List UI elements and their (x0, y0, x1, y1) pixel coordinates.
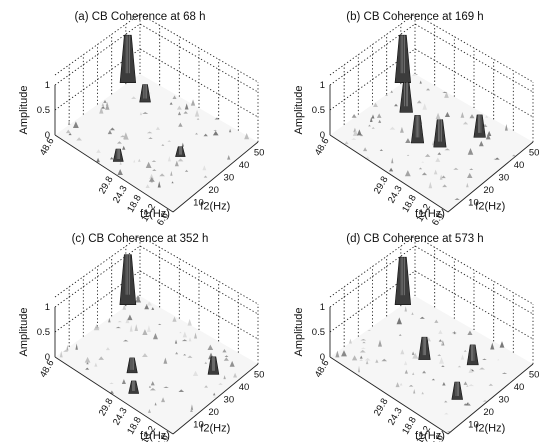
f1-axis-line (329, 356, 449, 435)
f2-tick-label: 20 (208, 407, 219, 418)
z-tick-label: 0.5 (312, 105, 325, 116)
f1-axis-line (54, 134, 174, 213)
f2-tick-label: 40 (514, 160, 525, 171)
z-tick-label: 0 (45, 130, 50, 141)
box-grid (54, 13, 259, 142)
f2-tick-label: 20 (483, 407, 494, 418)
z-tick-label: 0.5 (37, 327, 50, 338)
f2-axis-label: f2(Hz) (200, 422, 230, 434)
f2-axis-line (172, 363, 259, 435)
z-tick-label: 1 (320, 302, 325, 313)
f2-tick-label: 20 (483, 185, 494, 196)
surface-floor (55, 74, 258, 212)
coherence-panel-2: (b) CB Coherence at 169 h00.51Amplitude4… (293, 11, 539, 228)
surface-floor (330, 74, 533, 212)
surface-floor (330, 296, 533, 434)
z-tick-label: 0 (45, 352, 50, 363)
f2-tick-label: 50 (529, 148, 540, 159)
f1-tick-label: 6.6 (155, 433, 171, 442)
f2-tick-label: 10 (193, 198, 204, 209)
z-axis-label: Amplitude (293, 86, 305, 135)
z-axis-label: Amplitude (18, 86, 30, 135)
surface-texture (59, 295, 238, 413)
f1-axis-line (54, 356, 174, 435)
f2-tick-label: 40 (239, 382, 250, 393)
z-tick-label: 0 (320, 130, 325, 141)
f2-tick-label: 10 (468, 198, 479, 209)
f2-tick-label: 30 (224, 173, 235, 184)
f2-tick-label: 40 (514, 382, 525, 393)
surface-texture (335, 306, 508, 433)
coherence-panel-4: (d) CB Coherence at 573 h00.51Amplitude4… (293, 233, 539, 442)
coherence-panel-1: (a) CB Coherence at 68 h00.51Amplitude48… (18, 11, 264, 228)
box-grid (329, 235, 534, 364)
f1-tick-label: 48.6 (38, 136, 57, 158)
z-axis-label: Amplitude (18, 308, 30, 357)
f2-axis-line (447, 363, 534, 435)
f1-tick-label: 29.8 (97, 175, 116, 197)
f2-tick-label: 50 (254, 148, 265, 159)
f2-tick-label: 30 (499, 395, 510, 406)
z-tick-label: 1 (320, 80, 325, 91)
f2-axis-label: f2(Hz) (475, 422, 505, 434)
f1-tick-label: 48.6 (38, 358, 57, 380)
f2-axis-label: f2(Hz) (200, 200, 230, 212)
z-tick-label: 0.5 (312, 327, 325, 338)
f1-axis-label: f1(Hz) (140, 430, 170, 442)
f1-tick-label: 6.6 (430, 433, 446, 442)
f1-tick-label: 24.3 (386, 406, 405, 428)
f1-tick-label: 24.3 (386, 184, 405, 206)
box-grid (329, 13, 534, 142)
f1-axis-label: f1(Hz) (415, 430, 445, 442)
f2-tick-label: 30 (224, 395, 235, 406)
z-tick-label: 1 (45, 302, 50, 313)
z-tick-label: 1 (45, 80, 50, 91)
f1-tick-label: 29.8 (372, 175, 391, 197)
f1-axis-line (329, 134, 449, 213)
f2-tick-label: 50 (529, 370, 540, 381)
surface-texture (65, 92, 250, 188)
f2-axis-line (447, 141, 534, 213)
z-tick-label: 0 (320, 352, 325, 363)
coherence-panel-3: (c) CB Coherence at 352 h00.51Amplitude4… (18, 233, 264, 442)
f2-axis-label: f2(Hz) (475, 200, 505, 212)
surface-floor (55, 296, 258, 434)
f1-axis-label: f1(Hz) (140, 208, 170, 220)
f1-tick-label: 48.6 (313, 358, 332, 380)
f2-tick-label: 40 (239, 160, 250, 171)
f1-tick-label: 29.8 (372, 397, 391, 419)
f1-tick-label: 24.3 (111, 184, 130, 206)
f1-tick-label: 48.6 (313, 136, 332, 158)
f2-tick-label: 50 (254, 370, 265, 381)
f1-tick-label: 29.8 (97, 397, 116, 419)
f2-tick-label: 10 (468, 420, 479, 431)
f1-axis-label: f1(Hz) (415, 208, 445, 220)
f2-tick-label: 30 (499, 173, 510, 184)
f2-tick-label: 10 (193, 420, 204, 431)
z-tick-label: 0.5 (37, 105, 50, 116)
f2-axis-line (172, 141, 259, 213)
z-axis-label: Amplitude (293, 308, 305, 357)
f1-tick-label: 24.3 (111, 406, 130, 428)
f2-tick-label: 20 (208, 185, 219, 196)
